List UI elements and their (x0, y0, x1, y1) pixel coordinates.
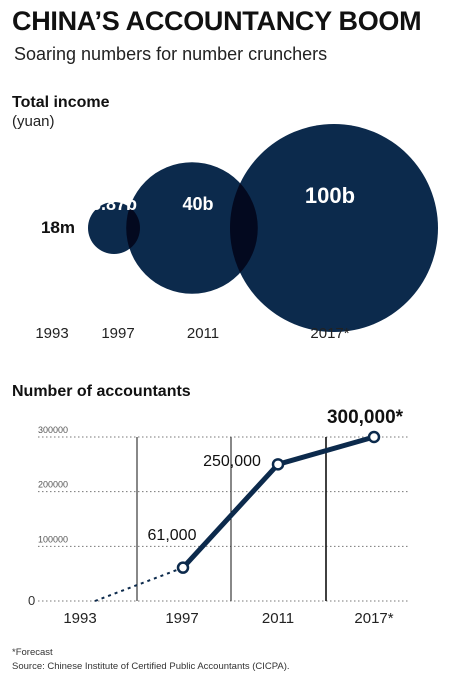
footnote: *Forecast (12, 647, 53, 658)
chart-subtitle: Soaring numbers for number crunchers (14, 44, 328, 64)
chart-title: CHINA’S ACCOUNTANCY BOOM (12, 6, 422, 36)
data-point-2017 (367, 430, 381, 444)
y-tick-label: 200000 (38, 480, 68, 490)
data-point-2011 (271, 458, 285, 471)
income-value-label: 40b (182, 194, 213, 214)
income-year-label: 2011 (187, 325, 219, 342)
income-unit-label: (yuan) (12, 113, 55, 130)
income-year-label: 2017* (310, 325, 349, 342)
income-bubble-2017 (230, 124, 438, 332)
y-tick-label: 0 (28, 593, 35, 608)
data-point-1997 (176, 561, 190, 574)
income-section-title: Total income (12, 94, 110, 111)
source-note: Source: Chinese Institute of Certified P… (12, 661, 290, 672)
income-year-label: 1997 (101, 325, 134, 342)
accountants-section-title: Number of accountants (12, 383, 191, 400)
x-tick-label: 1993 (63, 610, 96, 627)
x-tick-label: 2017* (354, 610, 393, 627)
income-value-label: 100b (305, 183, 355, 208)
income-bubble-chart: Total income (yuan) 18m 5.87b 40b 100b 1993… (12, 94, 438, 342)
dashed-trend-line (94, 566, 184, 602)
income-value-label: 5.87b (91, 194, 137, 214)
x-tick-label: 1997 (165, 610, 198, 627)
income-bubble-1997 (88, 202, 140, 254)
data-value-label: 250,000 (203, 453, 261, 470)
income-bubble-2011 (126, 162, 258, 294)
y-tick-label: 300000 (38, 425, 68, 435)
data-value-label: 61,000 (148, 527, 197, 544)
y-tick-label: 100000 (38, 534, 68, 544)
x-tick-label: 2011 (262, 610, 294, 627)
income-value-label: 18m (41, 218, 75, 237)
income-bubble-1993 (50, 226, 54, 230)
income-year-label: 1993 (35, 325, 68, 342)
data-value-label: 300,000* (327, 407, 404, 428)
